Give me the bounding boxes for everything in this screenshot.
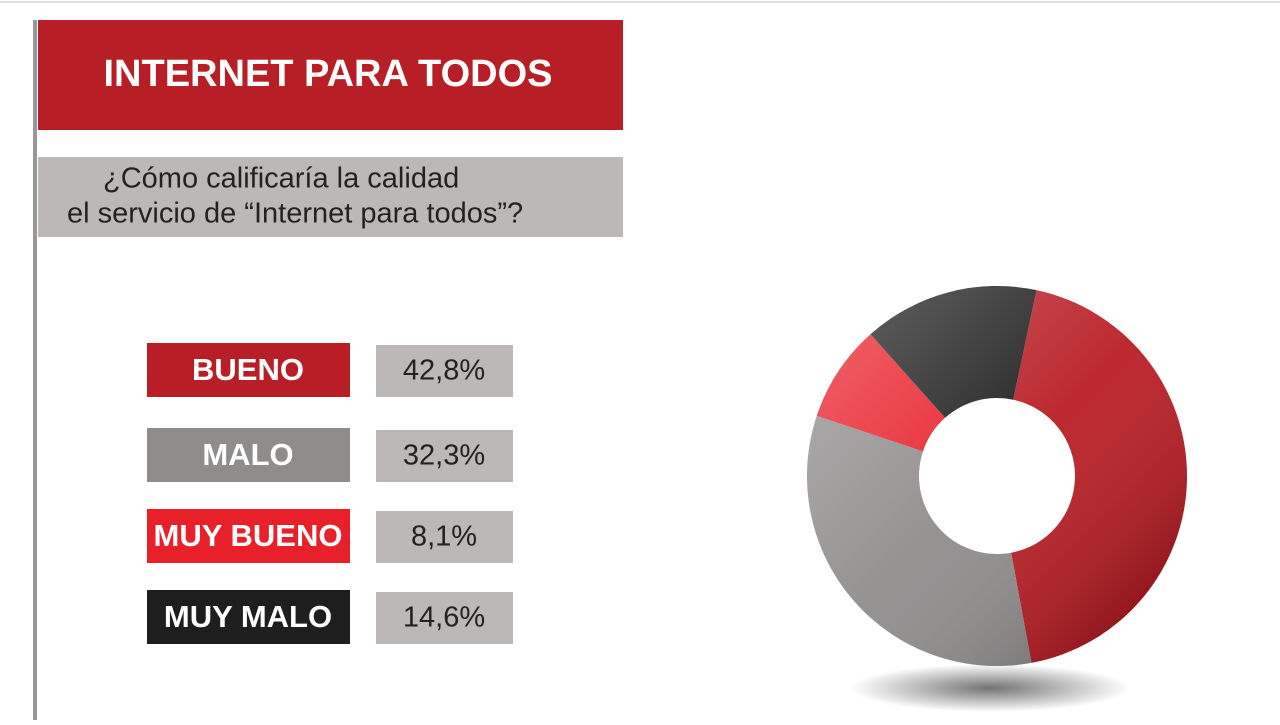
legend-swatch: [147, 343, 350, 397]
value-box: [376, 430, 513, 482]
subtitle-line: el servicio de “Internet para todos”?: [67, 198, 523, 230]
legend-label: MUY MALO: [164, 599, 332, 634]
chart-title: INTERNET PARA TODOS: [104, 53, 553, 95]
value-label: 42,8%: [403, 355, 485, 387]
value-box: [376, 345, 513, 397]
donut-gloss: [807, 286, 1187, 666]
subtitle-band: [38, 157, 623, 237]
legend-label: BUENO: [192, 352, 304, 387]
value-label: 32,3%: [403, 440, 485, 472]
legend-label: MUY BUENO: [154, 518, 343, 553]
header-band: [38, 20, 623, 130]
value-box: [376, 511, 513, 563]
legend-swatch: [147, 428, 350, 482]
legend-swatch: [147, 509, 350, 563]
value-label: 8,1%: [411, 521, 477, 553]
subtitle-line: ¿Cómo calificaría la calidad: [103, 163, 459, 195]
legend-swatch: [147, 590, 350, 644]
value-box: [376, 592, 513, 644]
donut-shadow: [850, 664, 1130, 712]
value-label: 14,6%: [403, 602, 485, 634]
legend-label: MALO: [202, 437, 293, 472]
